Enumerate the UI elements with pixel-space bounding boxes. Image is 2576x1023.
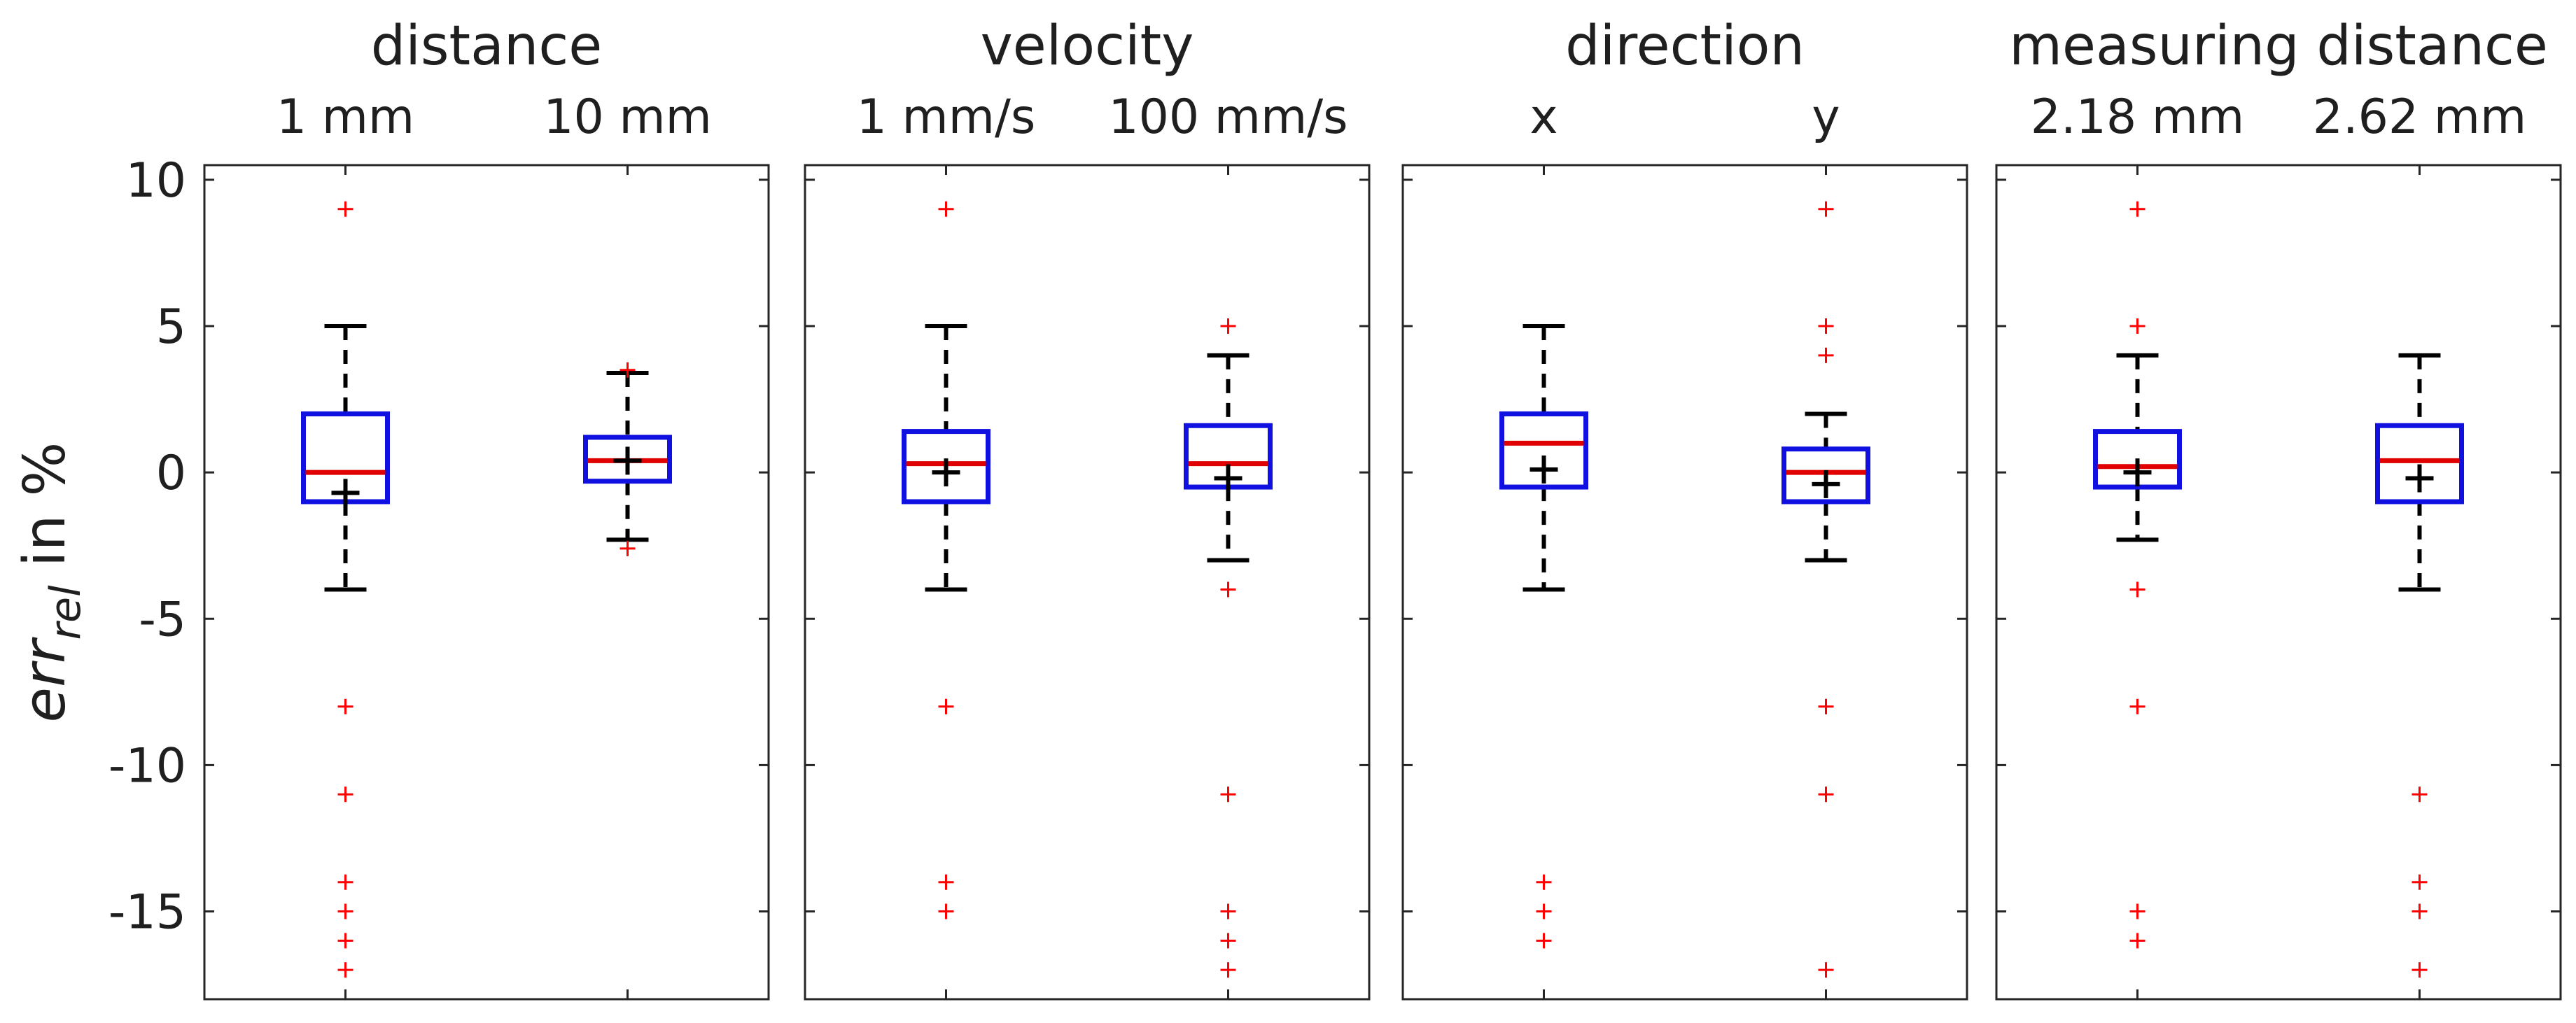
y-tick-label: 10 xyxy=(125,153,186,209)
iqr-box xyxy=(583,435,672,484)
box-group: 100 mm/s xyxy=(1108,90,1348,999)
outlier-point xyxy=(1220,933,1236,949)
box-group: 1 mm xyxy=(276,90,414,999)
outlier-point xyxy=(337,698,354,714)
outlier-point xyxy=(2412,903,2428,919)
panels: distance 10 5 0 -5 -10 -15 1 mm 10 mm velocity 1 m… xyxy=(108,15,2562,1001)
outlier-point xyxy=(1220,903,1236,919)
outlier-point xyxy=(2129,318,2146,334)
y-tick-label: 0 xyxy=(156,446,186,501)
category-label: 1 mm xyxy=(276,90,414,145)
outlier-point xyxy=(2412,786,2428,803)
outlier-point xyxy=(938,698,954,714)
outlier-point xyxy=(1536,903,1552,919)
outlier-point xyxy=(2129,201,2146,217)
outlier-point xyxy=(337,903,354,919)
outlier-point xyxy=(1818,347,1834,363)
y-tick-label: 5 xyxy=(156,299,186,355)
category-label: 100 mm/s xyxy=(1108,90,1348,145)
y-tick-label: -10 xyxy=(108,738,186,793)
outlier-point xyxy=(620,540,636,556)
y-axis-title-subscript: rel xyxy=(41,585,90,640)
y-axis-title-main: err xyxy=(12,637,78,722)
outlier-point xyxy=(2129,698,2146,714)
outlier-point xyxy=(1220,786,1236,803)
outlier-point xyxy=(1220,581,1236,598)
y-axis-title-rest: in % xyxy=(12,442,78,586)
panel-title: velocity xyxy=(981,15,1194,78)
iqr-box xyxy=(1499,411,1588,490)
outlier-point xyxy=(337,962,354,978)
outlier-point xyxy=(337,933,354,949)
panel-3: measuring distance 2.18 mm 2.62 mm xyxy=(1995,15,2562,1001)
outlier-point xyxy=(1818,318,1834,334)
outlier-point xyxy=(938,874,954,890)
box-group: 1 mm/s xyxy=(857,90,1036,999)
outlier-point xyxy=(1220,318,1236,334)
outlier-point xyxy=(938,201,954,217)
category-label: 2.62 mm xyxy=(2313,90,2527,145)
category-label: 10 mm xyxy=(543,90,712,145)
outlier-point xyxy=(337,786,354,803)
outlier-point xyxy=(1818,698,1834,714)
axes-box xyxy=(804,164,1371,1001)
y-tick-label: -5 xyxy=(139,592,186,647)
y-tick-label: -15 xyxy=(108,885,186,940)
panel-title: distance xyxy=(371,15,603,78)
box-group: 2.18 mm xyxy=(2031,90,2245,999)
category-label: x xyxy=(1530,90,1558,145)
box-group: x xyxy=(1499,90,1588,999)
outlier-point xyxy=(2129,903,2146,919)
category-label: y xyxy=(1812,90,1840,145)
category-label: 1 mm/s xyxy=(857,90,1036,145)
outlier-point xyxy=(2412,962,2428,978)
box-group: 2.62 mm xyxy=(2313,90,2527,999)
panel-title: measuring distance xyxy=(2009,15,2548,78)
outlier-point xyxy=(1220,962,1236,978)
y-axis-label: errrel in % xyxy=(12,442,90,723)
y-axis-title: errrel in % xyxy=(12,442,90,723)
panel-title: direction xyxy=(1565,15,1805,78)
iqr-box xyxy=(902,429,990,505)
panel-1: velocity 1 mm/s 100 mm/s xyxy=(804,15,1371,1001)
outlier-point xyxy=(938,903,954,919)
outlier-point xyxy=(1818,201,1834,217)
axes-box xyxy=(1995,164,2562,1001)
outlier-point xyxy=(620,362,636,378)
outlier-point xyxy=(337,201,354,217)
panel-0: distance 10 5 0 -5 -10 -15 1 mm 10 mm xyxy=(108,15,770,1001)
outlier-point xyxy=(2129,933,2146,949)
outlier-point xyxy=(337,874,354,890)
outlier-point xyxy=(2412,874,2428,890)
outlier-point xyxy=(1536,933,1552,949)
outlier-point xyxy=(1818,962,1834,978)
outlier-point xyxy=(2129,581,2146,598)
iqr-box xyxy=(2375,423,2464,505)
outlier-point xyxy=(1818,786,1834,803)
category-label: 2.18 mm xyxy=(2031,90,2245,145)
axes-box xyxy=(203,164,770,1001)
box-group: 10 mm xyxy=(543,90,712,999)
iqr-box xyxy=(1782,446,1870,505)
box-group: y xyxy=(1782,90,1870,999)
outlier-point xyxy=(1536,874,1552,890)
iqr-box xyxy=(2093,429,2182,490)
axes-box xyxy=(1401,164,1968,1001)
